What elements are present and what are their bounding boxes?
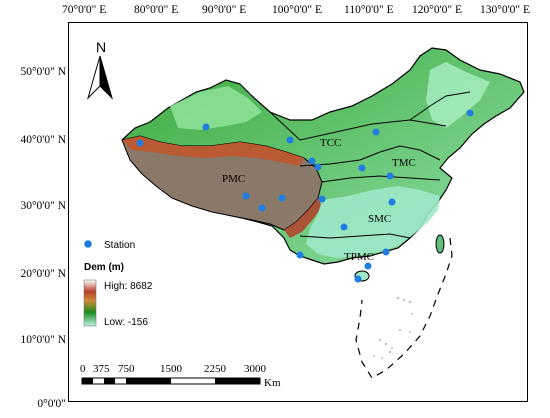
lon-label-70: 70°0'0" E <box>62 4 107 16</box>
dem-color-ramp <box>83 279 97 327</box>
dem-low-label: Low: -156 <box>104 317 148 328</box>
station-point <box>386 172 394 180</box>
boundary-tcc-north <box>269 111 447 141</box>
lat-label-30: 30°0'0" N <box>20 200 66 212</box>
lat-label-50: 50°0'0" N <box>20 66 66 78</box>
lat-label-40: 40°0'0" N <box>20 134 66 146</box>
northeast-plain <box>426 62 490 128</box>
station-point <box>372 128 380 136</box>
station-point <box>340 223 348 231</box>
station-point <box>258 204 266 212</box>
region-label-pmc: PMC <box>222 173 245 185</box>
station-point <box>278 194 286 202</box>
boundary-smc-north <box>321 175 441 183</box>
station-point <box>382 248 390 256</box>
north-arrow-icon <box>86 55 101 100</box>
station-legend-icon <box>84 240 92 248</box>
region-label-tpmc: TPMC <box>344 251 374 263</box>
northwest-basin <box>170 86 262 130</box>
southern-lowlands <box>306 186 440 258</box>
station-point <box>314 163 322 171</box>
north-arrow: N <box>86 39 114 100</box>
scale-tick-0: 0 <box>80 363 86 375</box>
boundary-tpmc <box>299 233 411 239</box>
scale-tick-2250: 2250 <box>204 363 227 375</box>
station-point <box>296 251 304 259</box>
plateau-rim <box>122 136 304 166</box>
boundary-tcc-south <box>299 151 381 167</box>
station-point <box>308 157 316 165</box>
dem-legend-title: Dem (m) <box>84 262 124 273</box>
region-label-smc: SMC <box>368 213 391 225</box>
station-legend-label: Station <box>104 240 135 251</box>
lat-label-0: 0°0'0" <box>37 398 66 410</box>
lon-label-130: 130°0'0" E <box>480 4 531 16</box>
lon-label-90: 90°0'0" E <box>202 4 247 16</box>
station-point <box>364 262 372 270</box>
scale-tick-375: 375 <box>93 363 110 375</box>
station-point <box>318 195 326 203</box>
station-point <box>202 123 210 131</box>
station-point <box>388 198 396 206</box>
scale-bar: 0 375 750 1500 2250 3000 Km <box>80 363 281 389</box>
legend: Station Dem (m) High: 8682 Low: -156 <box>83 240 153 328</box>
station-point <box>136 139 144 147</box>
region-label-tmc: TMC <box>392 157 416 169</box>
lon-label-120: 120°0'0" E <box>412 4 463 16</box>
lon-label-110: 110°0'0" E <box>344 4 394 16</box>
station-point <box>358 164 366 172</box>
lat-label-10: 10°0'0" N <box>20 334 66 346</box>
scale-tick-3000: 3000 <box>244 363 267 375</box>
station-point <box>354 275 362 283</box>
dem-high-label: High: 8682 <box>104 281 153 292</box>
region-label-tcc: TCC <box>320 137 341 149</box>
station-point <box>466 109 474 117</box>
taiwan-island <box>435 234 445 254</box>
south-china-sea-dash-line <box>355 237 453 379</box>
boundary-tmc <box>379 145 441 161</box>
scale-tick-1500: 1500 <box>160 363 183 375</box>
station-point <box>242 192 250 200</box>
lat-label-20: 20°0'0" N <box>20 268 66 280</box>
scale-unit: Km <box>264 377 281 389</box>
north-arrow-label: N <box>96 39 106 55</box>
south-china-sea-islands <box>373 297 413 359</box>
station-points <box>136 109 474 283</box>
station-point <box>286 136 294 144</box>
lon-label-100: 100°0'0" E <box>272 4 323 16</box>
lon-label-80: 80°0'0" E <box>134 4 179 16</box>
scale-tick-750: 750 <box>118 363 135 375</box>
boundary-northeast <box>409 91 471 121</box>
plateau-south-rim <box>284 198 322 238</box>
